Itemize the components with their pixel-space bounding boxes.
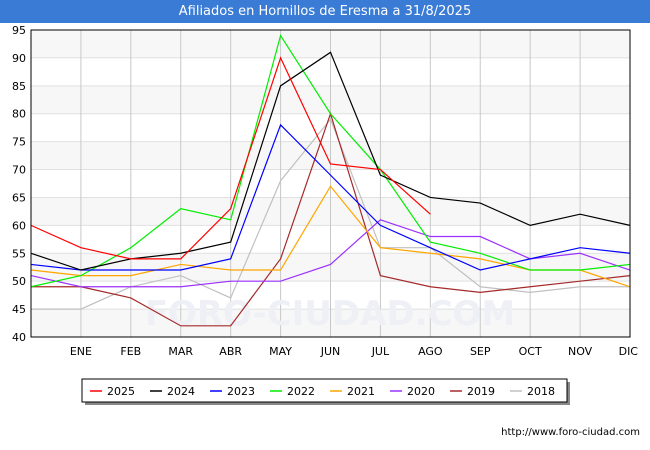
x-tick-label: NOV xyxy=(568,345,593,358)
x-tick-label: FEB xyxy=(120,345,141,358)
legend-label: 2023 xyxy=(227,385,255,398)
source-url[interactable]: http://www.foro-ciudad.com xyxy=(501,427,640,438)
legend-label: 2021 xyxy=(347,385,375,398)
plot-border xyxy=(30,29,631,338)
y-tick-label: 50 xyxy=(12,275,26,288)
watermark: FORO-CIUDAD.COM xyxy=(145,294,516,334)
y-tick-label: 90 xyxy=(12,52,26,65)
x-tick-label: SEP xyxy=(470,345,491,358)
x-tick-label: OCT xyxy=(519,345,542,358)
legend-label: 2018 xyxy=(527,385,555,398)
y-tick-label: 60 xyxy=(12,219,26,232)
y-tick-label: 70 xyxy=(12,164,26,177)
legend-label: 2022 xyxy=(287,385,315,398)
x-tick-label: ABR xyxy=(219,345,242,358)
y-tick-label: 80 xyxy=(12,108,26,121)
series-line-2023 xyxy=(30,123,631,271)
y-tick-label: 45 xyxy=(12,303,26,316)
chart-title: Afiliados en Hornillos de Eresma a 31/8/… xyxy=(0,0,650,23)
x-tick-label: DIC xyxy=(619,345,639,358)
series-line-2022 xyxy=(30,34,631,288)
x-tick-label: ENE xyxy=(70,345,92,358)
legend-label: 2020 xyxy=(407,385,435,398)
x-tick-label: JUN xyxy=(320,345,341,358)
y-tick-label: 55 xyxy=(12,247,26,260)
y-tick-label: 95 xyxy=(12,24,26,37)
legend xyxy=(81,378,568,403)
x-tick-label: MAR xyxy=(168,345,193,358)
y-tick-label: 85 xyxy=(12,80,26,93)
y-tick-label: 40 xyxy=(12,331,26,344)
x-tick-label: MAY xyxy=(269,345,292,358)
y-tick-label: 65 xyxy=(12,191,26,204)
x-tick-label: AGO xyxy=(418,345,443,358)
legend-label: 2019 xyxy=(467,385,495,398)
y-tick-label: 75 xyxy=(12,136,26,149)
legend-label: 2024 xyxy=(167,385,195,398)
x-tick-label: JUL xyxy=(371,345,390,358)
series-line-2025 xyxy=(30,56,431,260)
legend-label: 2025 xyxy=(107,385,135,398)
